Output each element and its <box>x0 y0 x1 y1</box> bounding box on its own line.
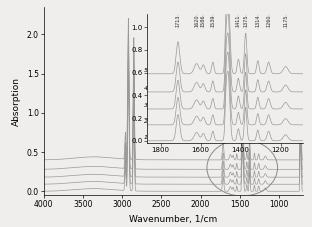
Text: 1411: 1411 <box>236 15 241 27</box>
Text: 1: 1 <box>144 135 148 140</box>
Text: 2: 2 <box>144 119 148 124</box>
Text: 5: 5 <box>144 68 148 73</box>
Y-axis label: Absorption: Absorption <box>12 76 21 126</box>
X-axis label: Wavenumber, 1/cm: Wavenumber, 1/cm <box>129 215 217 224</box>
Text: 1260: 1260 <box>266 15 271 27</box>
Text: 1620: 1620 <box>194 15 199 27</box>
Text: 4: 4 <box>144 86 148 91</box>
Text: 3: 3 <box>144 103 148 108</box>
Text: 1713: 1713 <box>176 15 181 27</box>
Text: 1314: 1314 <box>255 15 260 27</box>
Text: 1375: 1375 <box>243 15 248 27</box>
Text: 1539: 1539 <box>210 15 215 27</box>
Text: 1175: 1175 <box>283 15 288 27</box>
Text: 1586: 1586 <box>201 15 206 27</box>
